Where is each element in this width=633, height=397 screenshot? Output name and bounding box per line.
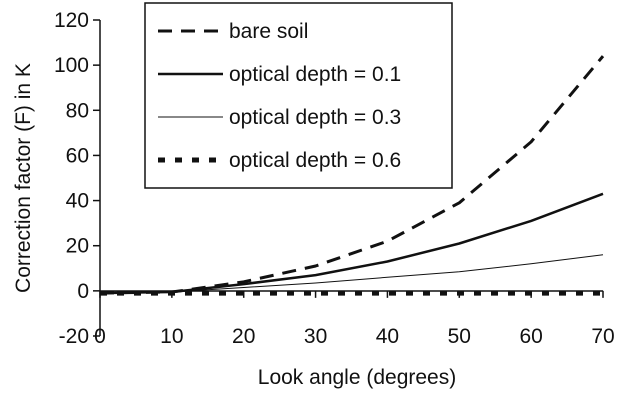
x-tick-label: 0 [94,325,106,348]
x-tick-label: 20 [232,325,255,348]
series-line-1 [99,55,605,295]
legend-label-4: optical depth = 0.6 [229,149,401,172]
y-tick-label: 20 [66,235,89,258]
y-tick-label: 80 [66,99,89,122]
x-tick-label: 40 [376,325,399,348]
series-line-2 [99,192,604,295]
x-tick-label: 10 [160,325,183,348]
y-axis-title: Correction factor (F) in K [12,63,35,293]
y-tick-label: -20 [59,325,89,348]
y-tick-label: 40 [66,190,89,213]
series-group [99,55,605,296]
series-line-3 [99,254,604,294]
y-ticks: -20 0 20 40 60 80 100 120 [54,9,100,348]
x-ticks: 0 10 20 30 40 50 60 70 [94,290,615,348]
y-tick-label: 60 [66,144,89,167]
legend-label-2: optical depth = 0.1 [229,63,401,86]
legend-label-1: bare soil [229,20,308,43]
x-tick-label: 50 [448,325,471,348]
x-tick-label: 30 [304,325,327,348]
x-tick-label: 60 [519,325,542,348]
legend-box [144,2,453,189]
x-tick-label: 70 [591,325,614,348]
legend: bare soil optical depth = 0.1 optical dept… [144,2,453,189]
y-tick-label: 0 [77,280,89,303]
legend-label-3: optical depth = 0.3 [229,106,401,129]
x-axis-title: Look angle (degrees) [258,366,456,389]
y-tick-label: 120 [54,9,89,32]
y-tick-label: 100 [54,54,89,77]
